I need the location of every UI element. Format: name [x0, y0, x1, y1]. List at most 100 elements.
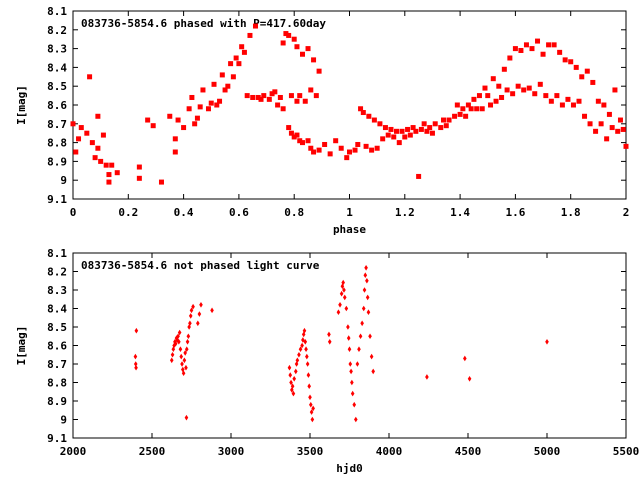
data-point — [388, 126, 394, 132]
data-point — [188, 313, 193, 319]
data-point — [302, 98, 308, 104]
data-point — [535, 38, 541, 44]
data-point — [394, 128, 400, 134]
data-point — [305, 353, 309, 360]
panels-layer: 0 0.2 0.4 0.6 0.8 1 1.2 1.4 1.6 1.8 2 8.1 8.2 8.3 8.4 8… — [15, 5, 639, 475]
data-point — [358, 333, 363, 340]
data-point — [410, 125, 416, 131]
data-point — [543, 93, 549, 99]
x-tick-label: 1.4 — [450, 206, 470, 219]
data-point — [467, 376, 472, 382]
y-tick-label: 8.3 — [47, 284, 67, 297]
data-point — [73, 149, 79, 155]
data-point — [172, 136, 178, 142]
data-point — [95, 145, 101, 151]
data-point — [291, 134, 297, 140]
data-series — [70, 23, 629, 185]
data-point — [493, 98, 499, 104]
data-point — [361, 305, 366, 312]
data-point — [504, 87, 510, 93]
data-point — [532, 91, 538, 97]
x-tick-label: 4500 — [455, 445, 482, 458]
data-point — [526, 85, 532, 91]
data-point — [133, 353, 138, 360]
data-point — [405, 126, 411, 132]
data-point — [310, 416, 315, 423]
data-point — [413, 128, 419, 134]
x-tick-label: 1 — [346, 206, 353, 219]
data-point — [291, 36, 297, 42]
data-point — [342, 287, 346, 293]
data-point — [488, 102, 494, 108]
data-point — [188, 320, 192, 327]
data-point — [286, 32, 292, 38]
y-tick-label: 8.4 — [47, 61, 67, 74]
chart-title: 083736-5854.6 not phased light curve — [81, 259, 320, 272]
data-point — [609, 125, 615, 131]
data-point — [308, 87, 314, 93]
data-point — [562, 57, 568, 63]
data-point — [283, 31, 289, 37]
data-point — [363, 143, 369, 149]
data-point — [92, 155, 98, 161]
data-point — [333, 138, 339, 144]
data-point — [349, 368, 353, 375]
data-point — [551, 42, 557, 48]
data-point — [443, 123, 449, 129]
y-tick-label: 9.1 — [47, 432, 67, 445]
data-point — [355, 361, 360, 367]
data-point — [374, 145, 380, 151]
data-point — [339, 290, 344, 297]
data-point — [429, 130, 435, 136]
data-point — [452, 113, 458, 119]
data-point — [150, 123, 156, 129]
data-point — [114, 170, 120, 176]
data-point — [341, 279, 345, 286]
data-point — [298, 346, 303, 352]
x-axis-label: hjd0 — [336, 462, 363, 475]
data-point — [244, 93, 250, 99]
data-point — [421, 121, 427, 127]
data-point — [364, 265, 368, 271]
data-point — [292, 376, 296, 382]
data-point — [295, 357, 300, 364]
data-point — [299, 51, 305, 57]
data-point — [366, 309, 371, 315]
data-point — [358, 106, 364, 112]
data-point — [355, 141, 361, 147]
data-point — [297, 138, 303, 144]
data-point — [369, 353, 374, 360]
data-point — [302, 327, 307, 334]
data-point — [365, 277, 369, 284]
data-point — [474, 106, 480, 112]
data-point — [172, 342, 176, 349]
data-point — [471, 96, 477, 102]
x-tick-label: 2 — [623, 206, 630, 219]
x-tick-label: 2500 — [139, 445, 166, 458]
data-point — [304, 346, 308, 352]
data-point — [557, 49, 563, 55]
data-point — [217, 98, 223, 104]
data-point — [554, 93, 560, 99]
data-point — [623, 143, 629, 149]
data-point — [521, 87, 527, 93]
data-point — [70, 121, 76, 127]
data-point — [214, 102, 220, 108]
data-point — [615, 128, 621, 134]
data-point — [570, 102, 576, 108]
y-tick-label: 8.9 — [47, 155, 67, 168]
data-point — [181, 366, 185, 373]
data-point — [230, 74, 236, 80]
data-point — [222, 87, 228, 93]
data-point — [258, 96, 264, 102]
data-point — [297, 351, 301, 358]
y-tick-label: 8.2 — [47, 24, 67, 37]
y-tick-label: 8.8 — [47, 137, 67, 150]
data-point — [573, 64, 579, 70]
x-tick-label: 3000 — [218, 445, 245, 458]
data-point — [346, 335, 351, 341]
data-point — [501, 66, 507, 72]
data-point — [344, 305, 349, 312]
data-point — [294, 98, 300, 104]
